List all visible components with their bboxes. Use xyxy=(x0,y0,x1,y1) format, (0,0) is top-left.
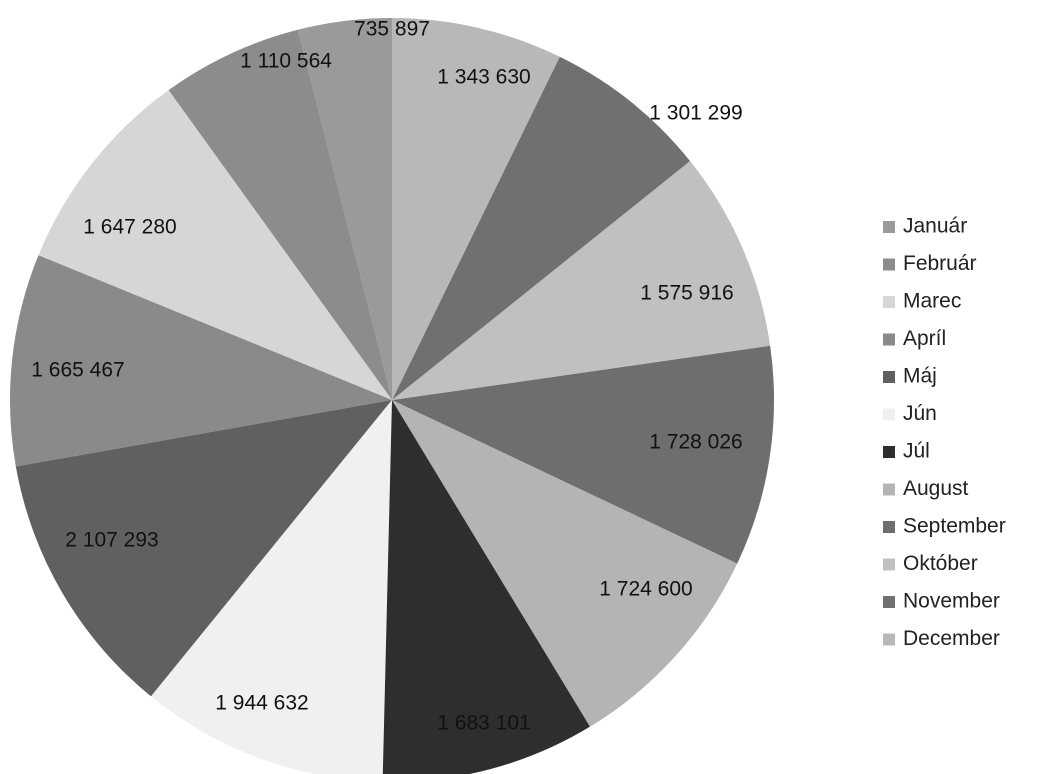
legend-swatch-10 xyxy=(883,558,895,571)
legend-label-10: Október xyxy=(903,552,978,575)
pie-slice-6 xyxy=(151,400,392,774)
slice-value-label-12: 1 343 630 xyxy=(437,66,530,89)
legend-label-6: Jún xyxy=(903,402,937,425)
pie-slice-10 xyxy=(392,161,771,400)
legend-label-1: Január xyxy=(903,215,967,238)
pie-slice-5 xyxy=(15,400,393,697)
legend-label-7: Júl xyxy=(903,440,930,463)
slice-value-label-3: 1 647 280 xyxy=(83,216,176,239)
pie-slice-12 xyxy=(392,18,560,400)
slice-value-label-4: 1 665 467 xyxy=(31,359,124,382)
slice-value-label-6: 1 944 632 xyxy=(215,692,308,715)
pie-slice-4 xyxy=(9,255,392,467)
slice-value-label-1: 735 897 xyxy=(354,18,430,41)
legend-label-4: Apríl xyxy=(903,327,946,350)
legend-swatch-12 xyxy=(883,633,895,646)
pie-slice-3 xyxy=(38,90,392,401)
slice-value-label-2: 1 110 564 xyxy=(240,50,332,73)
legend-label-3: Marec xyxy=(903,290,961,313)
slice-value-label-9: 1 728 026 xyxy=(649,431,742,454)
legend-swatch-9 xyxy=(883,521,895,533)
legend-swatch-3 xyxy=(883,296,895,308)
legend-label-9: September xyxy=(903,515,1006,538)
legend-swatch-4 xyxy=(883,333,895,346)
slice-value-label-8: 1 724 600 xyxy=(599,578,692,601)
legend-label-8: August xyxy=(903,477,969,500)
pie-slice-11 xyxy=(392,56,691,401)
legend-swatch-7 xyxy=(883,446,895,458)
slice-value-label-5: 2 107 293 xyxy=(65,529,158,552)
legend-label-11: November xyxy=(903,590,1000,613)
pie-slice-7 xyxy=(382,400,591,774)
legend-label-2: Február xyxy=(903,252,977,275)
slice-value-label-7: 1 683 101 xyxy=(437,712,530,735)
legend-label-5: Máj xyxy=(903,365,937,388)
pie-slices xyxy=(9,18,775,774)
legend-swatch-6 xyxy=(883,408,895,421)
slice-value-label-10: 1 575 916 xyxy=(640,282,733,305)
legend-swatch-2 xyxy=(883,258,895,271)
legend: Január Február Marec Apríl Máj Jún Júl August Se… xyxy=(883,215,1006,650)
pie-slice-9 xyxy=(392,345,775,564)
legend-label-12: December xyxy=(903,627,1000,650)
pie-slice-8 xyxy=(392,400,738,727)
slice-value-label-11: 1 301 299 xyxy=(649,102,742,125)
legend-swatch-8 xyxy=(883,483,895,496)
legend-swatch-1 xyxy=(883,221,895,233)
pie-slice-1 xyxy=(297,18,392,400)
slice-labels: 735 897 1 110 564 1 647 280 1 665 467 2 107 … xyxy=(31,18,742,735)
legend-swatch-5 xyxy=(883,371,895,383)
pie-slice-2 xyxy=(168,29,392,401)
legend-swatch-11 xyxy=(883,596,895,608)
